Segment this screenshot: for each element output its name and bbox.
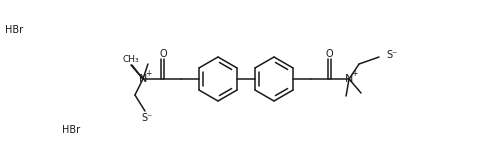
- Text: N: N: [345, 74, 353, 84]
- Text: S⁻: S⁻: [386, 50, 397, 60]
- Text: HBr: HBr: [5, 25, 23, 35]
- Text: CH₃: CH₃: [123, 54, 139, 63]
- Text: S⁻: S⁻: [141, 113, 152, 123]
- Text: +: +: [145, 70, 152, 78]
- Text: +: +: [351, 70, 358, 78]
- Text: N: N: [139, 74, 147, 84]
- Text: O: O: [325, 49, 333, 59]
- Text: HBr: HBr: [62, 125, 80, 135]
- Text: O: O: [159, 49, 167, 59]
